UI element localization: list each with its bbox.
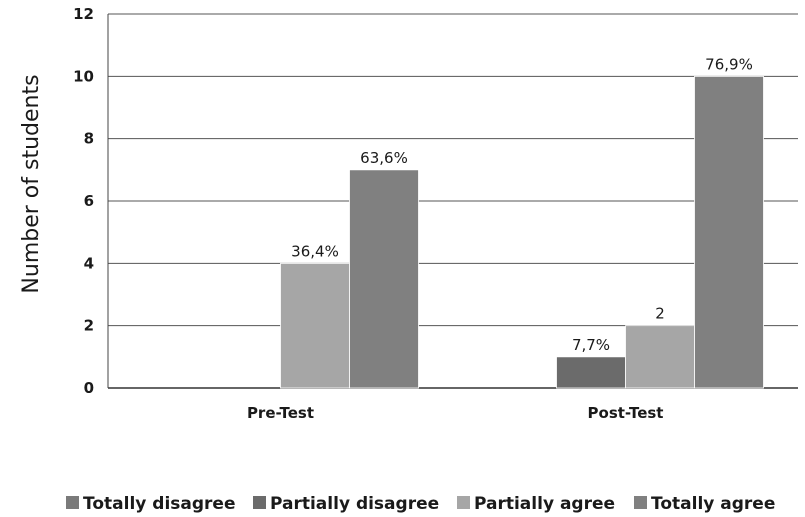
bar-partially-disagree-post-test (556, 356, 626, 389)
y-tick-label: 4 (84, 254, 94, 272)
bar-partially-agree-post-test (625, 325, 695, 389)
legend-swatch (634, 496, 647, 509)
data-labels: 36,4% 63,6% 7,7% 2 76,9% (291, 55, 753, 354)
y-axis-ticks: 0 2 4 6 8 10 12 (73, 5, 94, 397)
legend: Totally disagree Partially disagree Partia… (66, 494, 775, 514)
data-label: 36,4% (291, 242, 339, 260)
y-tick-label: 12 (73, 5, 94, 23)
y-tick-label: 6 (84, 192, 94, 210)
y-axis-label: Number of students (19, 74, 44, 293)
y-tick-label: 0 (84, 379, 94, 397)
data-label: 7,7% (572, 336, 610, 354)
x-axis-categories: Pre-Test Post-Test (247, 404, 664, 422)
y-tick-label: 2 (84, 317, 94, 335)
x-category-label: Pre-Test (247, 404, 314, 422)
legend-swatch (66, 496, 79, 509)
bars (280, 75, 764, 389)
legend-label: Totally disagree (83, 494, 235, 514)
data-label: 2 (655, 305, 665, 323)
data-label: 76,9% (705, 55, 753, 73)
legend-swatch (253, 496, 266, 509)
legend-label: Partially disagree (270, 494, 439, 514)
y-tick-label: 10 (73, 67, 94, 85)
bar-partially-agree-pre-test (280, 262, 350, 389)
legend-label: Partially agree (474, 494, 615, 514)
y-tick-label: 8 (84, 130, 94, 148)
bar-totally-agree-pre-test (349, 169, 419, 389)
data-label: 63,6% (360, 149, 408, 167)
legend-label: Totally agree (651, 494, 775, 514)
x-category-label: Post-Test (588, 404, 664, 422)
bar-totally-agree-post-test (694, 75, 764, 389)
legend-swatch (457, 496, 470, 509)
